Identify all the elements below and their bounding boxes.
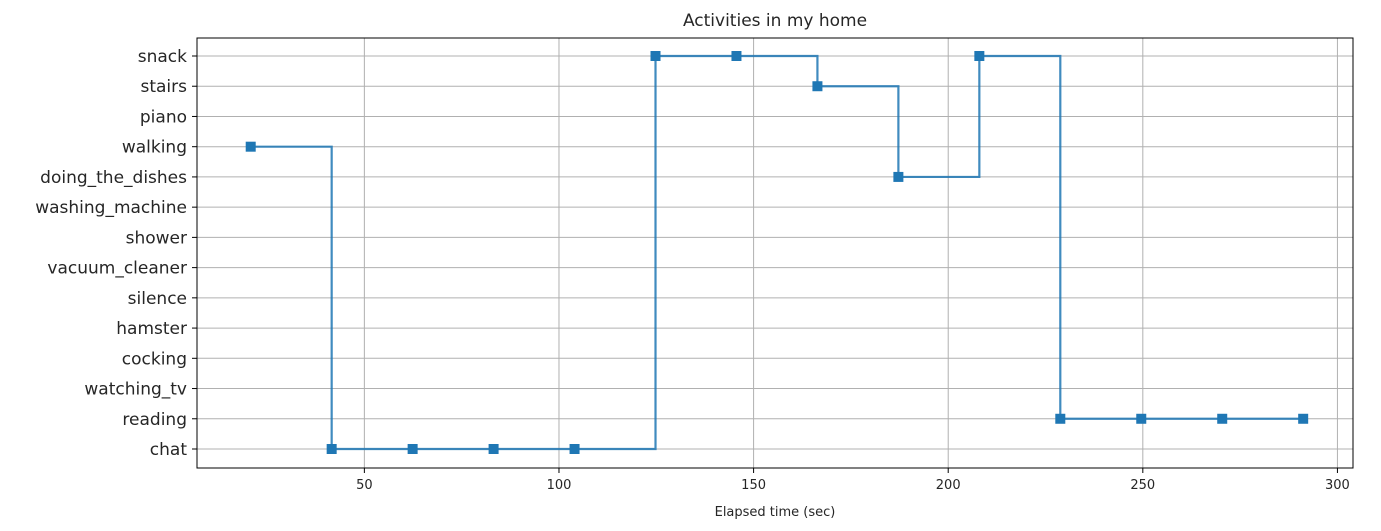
data-point-marker <box>407 444 418 454</box>
data-point-marker <box>974 51 985 61</box>
y-tick-label-snack: snack <box>138 47 187 67</box>
data-point-marker <box>1217 413 1228 424</box>
data-point-marker <box>1136 413 1147 424</box>
x-axis-label: Elapsed time (sec) <box>715 505 836 520</box>
data-point-marker <box>488 444 499 454</box>
data-point-marker <box>1055 413 1066 424</box>
data-point-marker <box>326 444 337 454</box>
x-tick-label-150: 150 <box>741 478 766 493</box>
chart-title: Activities in my home <box>683 11 867 31</box>
y-tick-label-cocking: cocking <box>122 349 187 369</box>
data-point-marker <box>893 171 904 182</box>
series-step-line <box>250 54 1304 451</box>
x-tick-label-250: 250 <box>1130 478 1155 493</box>
y-tick-label-piano: piano <box>140 107 187 127</box>
y-axis-ticks: chat reading watching_tv cocking hamster sile… <box>35 47 197 460</box>
data-point-marker <box>1298 413 1309 424</box>
data-point-marker <box>731 51 742 61</box>
data-point-marker <box>812 81 823 92</box>
plot-area-frame <box>196 37 1354 469</box>
y-tick-label-shower: shower <box>126 228 187 248</box>
grid-lines <box>197 38 1353 468</box>
y-tick-label-stairs: stairs <box>140 77 187 97</box>
x-tick-label-50: 50 <box>356 478 373 493</box>
data-point-marker <box>569 444 580 454</box>
y-tick-label-vacuum_cleaner: vacuum_cleaner <box>47 259 187 279</box>
series-layer <box>245 51 1309 454</box>
y-tick-label-watching_tv: watching_tv <box>84 380 187 400</box>
y-tick-label-washing_machine: washing_machine <box>35 198 187 218</box>
y-tick-label-doing_the_dishes: doing_the_dishes <box>40 168 187 188</box>
y-tick-label-chat: chat <box>150 440 188 460</box>
data-point-marker <box>245 141 256 152</box>
x-tick-label-200: 200 <box>936 478 961 493</box>
x-tick-label-100: 100 <box>547 478 572 493</box>
y-tick-label-hamster: hamster <box>116 319 187 339</box>
y-tick-label-walking: walking <box>122 138 187 158</box>
y-tick-label-silence: silence <box>128 289 187 309</box>
y-tick-label-reading: reading <box>122 410 187 430</box>
x-tick-label-300: 300 <box>1325 478 1350 493</box>
x-axis-ticks: 50 100 150 200 250 300 <box>356 468 1350 493</box>
data-point-marker <box>650 51 661 61</box>
